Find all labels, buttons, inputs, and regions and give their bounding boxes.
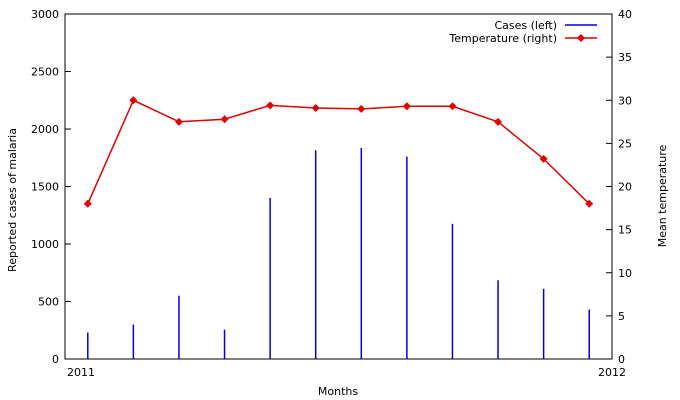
temperature-point (448, 102, 457, 111)
left-tick-label: 2000 (31, 123, 59, 136)
temperature-point (220, 115, 229, 124)
temperature-series (83, 96, 594, 208)
x-tick-label: 2011 (67, 366, 95, 379)
legend-label-cases: Cases (left) (494, 19, 557, 32)
right-tick-label: 5 (618, 310, 625, 323)
left-tick-label: 2500 (31, 66, 59, 79)
legend-label-temperature: Temperature (right) (448, 32, 557, 45)
temperature-point (357, 104, 366, 113)
right-tick-label: 40 (618, 8, 632, 21)
temperature-point (129, 96, 138, 105)
temperature-point (266, 101, 275, 110)
left-tick-label: 1500 (31, 181, 59, 194)
temperature-point (539, 154, 548, 163)
left-tick-label: 1000 (31, 238, 59, 251)
right-tick-label: 35 (618, 51, 632, 64)
right-tick-label: 30 (618, 94, 632, 107)
left-axis-ticks: 0 500 1000 1500 2000 2500 3000 (31, 8, 71, 366)
left-tick-label: 500 (38, 296, 59, 309)
temperature-point (174, 117, 183, 126)
temperature-point (402, 102, 411, 111)
right-tick-label: 0 (618, 353, 625, 366)
plot-frame (64, 13, 613, 360)
cases-series (87, 147, 590, 359)
right-tick-label: 15 (618, 224, 632, 237)
right-tick-label: 25 (618, 137, 632, 150)
legend: Cases (left) Temperature (right) (448, 19, 597, 45)
right-tick-label: 10 (618, 267, 632, 280)
left-tick-label: 3000 (31, 8, 59, 21)
temperature-point (585, 199, 594, 208)
temperature-point (311, 104, 320, 113)
right-axis-ticks: 0 5 10 15 20 25 30 35 40 (606, 8, 632, 366)
temperature-line (87, 99, 590, 205)
x-tick-label: 2012 (598, 366, 626, 379)
y-axis-label-right: Mean temperature (656, 144, 669, 247)
right-tick-label: 20 (618, 181, 632, 194)
legend-marker-temperature (577, 34, 585, 42)
left-tick-label: 0 (52, 353, 59, 366)
y-axis-label-left: Reported cases of malaria (6, 128, 19, 272)
x-axis-label: Months (318, 385, 358, 398)
temperature-point (83, 199, 92, 208)
x-axis-ticks: 2011 2012 (67, 366, 626, 379)
temperature-point (494, 117, 503, 126)
